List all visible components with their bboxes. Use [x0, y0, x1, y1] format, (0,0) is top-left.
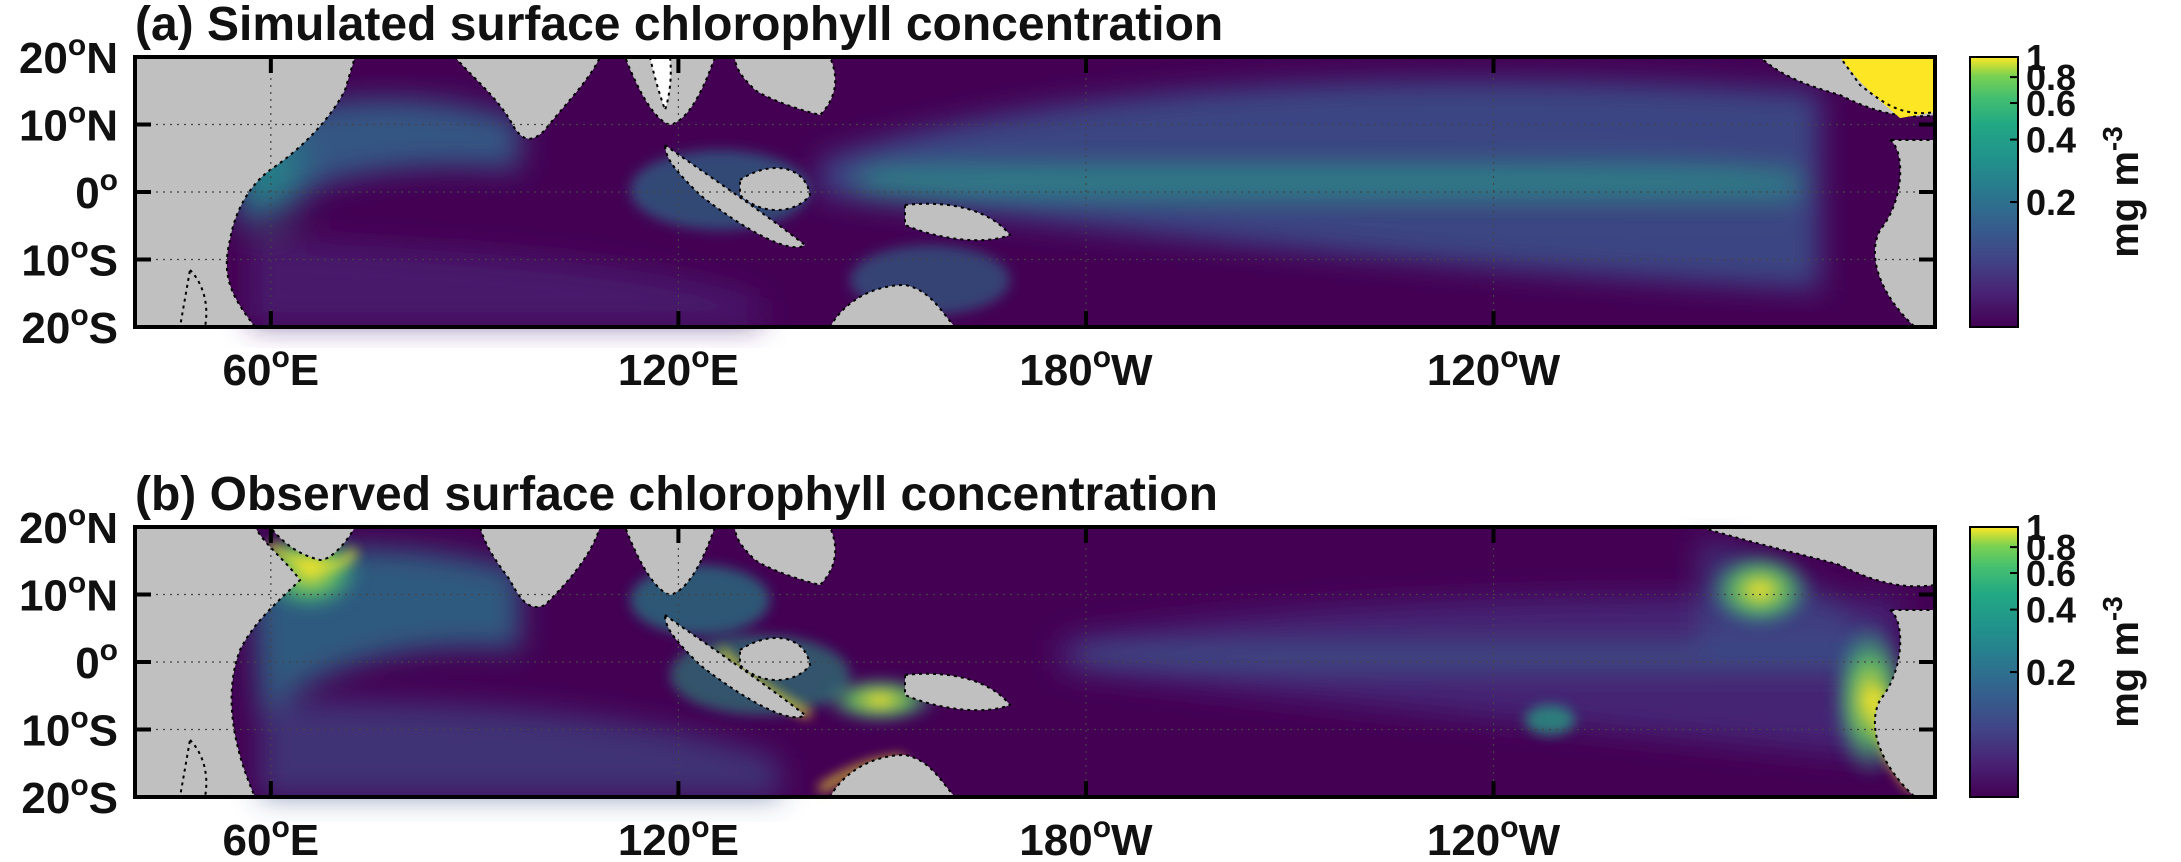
panel-a-xtick-label: 180oW — [1019, 341, 1153, 395]
panel-a-xtick-label: 60oE — [223, 341, 320, 395]
panel-b-title: (b) Observed surface chlorophyll concent… — [135, 468, 1218, 521]
panel-b-colorbar-ramp — [1969, 526, 2019, 798]
panel-a-map: 60oE 120oE 180oW 120oW 20oN 10oN 0o 10oS 20oS — [19, 29, 1937, 395]
panel-a-colorbar-tick-label: 1 — [2026, 37, 2046, 78]
panel-a-colorbar-tick-label: 0.8 — [2026, 57, 2076, 98]
panel-a-ytick-label: 10oS — [21, 232, 118, 286]
panel-b-ytick-label: 10oN — [19, 567, 118, 621]
panel-a-xtick-label: 120oW — [1427, 341, 1561, 395]
panel-a-grid — [135, 57, 1935, 327]
panel-b-colorbar-tick-label: 0.8 — [2026, 527, 2076, 568]
panel-b-colorbar-tick-label: 0.2 — [2026, 652, 2076, 693]
panel-b-xtick-label: 180oW — [1019, 811, 1153, 862]
panel-b-xtick-label: 120oE — [618, 811, 739, 862]
panel-b-ytick-label: 0o — [75, 634, 118, 688]
panel-a-ytick-label: 20oS — [21, 299, 118, 353]
panel-a: (a) Simulated surface chlorophyll concen… — [19, 0, 2147, 395]
panel-a-colorbar-tick-label: 0.4 — [2026, 120, 2076, 161]
panel-a-title: (a) Simulated surface chlorophyll concen… — [135, 0, 1223, 51]
panel-b: (b) Observed surface chlorophyll concent… — [19, 468, 2147, 862]
panel-a-ytick-label: 20oN — [19, 29, 118, 83]
panel-b-colorbar: 10.80.60.4 0.2 mg m-3 — [1969, 507, 2147, 798]
panel-b-ytick-label: 20oS — [21, 769, 118, 823]
panel-a-colorbar-ticks: 10.80.60.4 0.2 — [2010, 37, 2076, 223]
panel-b-grid — [135, 527, 1935, 797]
panel-a-colorbar: 10.80.60.4 0.2 mg m-3 — [1969, 37, 2147, 328]
panel-a-xtick-label: 120oE — [618, 341, 739, 395]
panel-b-ytick-label: 20oN — [19, 499, 118, 553]
panel-b-colorbar-ticks: 10.80.60.4 0.2 — [2010, 507, 2076, 693]
panel-b-ytick-label: 10oS — [21, 702, 118, 756]
panel-a-ytick-label: 10oN — [19, 97, 118, 151]
panel-b-xtick-label: 60oE — [223, 811, 320, 862]
panel-b-colorbar-tick-label: 0.4 — [2026, 590, 2076, 631]
panel-a-colorbar-unit: mg m-3 — [2097, 126, 2147, 258]
panel-a-colorbar-tick-label: 0.2 — [2026, 182, 2076, 223]
panel-a-colorbar-tick-label: 0.6 — [2026, 83, 2076, 124]
panel-b-ticks: 60oE 120oE 180oW 120oW 20oN 10oN 0o 10oS 20oS — [19, 499, 1935, 862]
panel-a-ticks: 60oE 120oE 180oW 120oW 20oN 10oN 0o 10oS 20oS — [19, 29, 1935, 395]
panel-a-ytick-label: 0o — [75, 164, 118, 218]
panel-b-colorbar-unit: mg m-3 — [2097, 596, 2147, 728]
panel-b-colorbar-tick-label: 0.6 — [2026, 553, 2076, 594]
panel-b-xtick-label: 120oW — [1427, 811, 1561, 862]
panel-b-map: 60oE 120oE 180oW 120oW 20oN 10oN 0o 10oS 20oS — [19, 499, 1937, 862]
panel-b-land — [134, 526, 1936, 798]
panel-a-colorbar-ramp — [1969, 56, 2019, 328]
panel-b-colorbar-tick-label: 1 — [2026, 507, 2046, 548]
